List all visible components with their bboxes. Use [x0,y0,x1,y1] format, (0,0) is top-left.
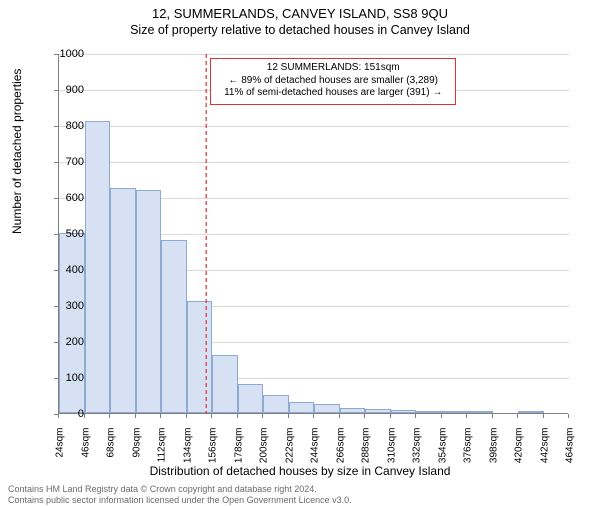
chart-title-main: 12, SUMMERLANDS, CANVEY ISLAND, SS8 9QU [0,6,600,21]
x-tick-label: 376sqm [463,428,474,472]
x-tick-mark [339,414,340,418]
x-tick-mark [313,414,314,418]
x-tick-label: 68sqm [106,428,117,472]
x-tick-label: 156sqm [208,428,219,472]
x-tick-mark [492,414,493,418]
x-tick-mark [415,414,416,418]
x-tick-mark [288,414,289,418]
annotation-line: ← 89% of detached houses are smaller (3,… [217,75,449,88]
x-tick-label: 244sqm [310,428,321,472]
y-tick-label: 600 [44,192,84,204]
x-tick-mark [364,414,365,418]
y-tick-mark [54,234,58,235]
y-tick-mark [54,342,58,343]
y-tick-mark [54,306,58,307]
footer-line-2: Contains public sector information licen… [8,495,352,506]
y-tick-label: 900 [44,84,84,96]
x-tick-label: 398sqm [488,428,499,472]
x-tick-label: 46sqm [80,428,91,472]
y-axis-label: Number of detached properties [10,69,24,234]
x-tick-mark [186,414,187,418]
annotation-box: 12 SUMMERLANDS: 151sqm← 89% of detached … [210,58,456,105]
x-tick-mark [84,414,85,418]
chart-container: { "title_main": "12, SUMMERLANDS, CANVEY… [0,6,600,506]
plot-area: 12 SUMMERLANDS: 151sqm← 89% of detached … [58,54,568,414]
x-tick-mark [390,414,391,418]
x-tick-label: 310sqm [386,428,397,472]
x-tick-label: 442sqm [539,428,550,472]
y-tick-label: 800 [44,120,84,132]
x-tick-label: 354sqm [437,428,448,472]
y-tick-label: 200 [44,336,84,348]
x-tick-mark [441,414,442,418]
y-tick-label: 400 [44,264,84,276]
y-tick-mark [54,378,58,379]
x-tick-label: 24sqm [55,428,66,472]
y-tick-label: 100 [44,372,84,384]
y-tick-label: 0 [44,408,84,420]
x-tick-label: 112sqm [157,428,168,472]
y-tick-label: 700 [44,156,84,168]
x-tick-mark [517,414,518,418]
reference-line [59,54,569,414]
x-tick-label: 134sqm [182,428,193,472]
y-tick-mark [54,162,58,163]
x-tick-mark [262,414,263,418]
x-tick-mark [109,414,110,418]
annotation-line: 11% of semi-detached houses are larger (… [217,87,449,100]
x-tick-label: 332sqm [412,428,423,472]
y-tick-label: 500 [44,228,84,240]
x-tick-label: 90sqm [131,428,142,472]
y-tick-mark [54,270,58,271]
x-tick-label: 464sqm [565,428,576,472]
y-tick-mark [54,54,58,55]
annotation-line: 12 SUMMERLANDS: 151sqm [217,62,449,75]
y-tick-mark [54,90,58,91]
x-tick-mark [543,414,544,418]
x-tick-label: 266sqm [335,428,346,472]
y-tick-mark [54,198,58,199]
x-tick-label: 222sqm [284,428,295,472]
x-tick-label: 200sqm [259,428,270,472]
x-tick-label: 420sqm [514,428,525,472]
x-tick-mark [466,414,467,418]
x-tick-mark [211,414,212,418]
x-tick-mark [237,414,238,418]
y-tick-label: 1000 [44,48,84,60]
footer-line-1: Contains HM Land Registry data © Crown c… [8,484,317,495]
chart-title-sub: Size of property relative to detached ho… [0,23,600,37]
y-tick-label: 300 [44,300,84,312]
x-tick-mark [568,414,569,418]
y-tick-mark [54,126,58,127]
x-tick-mark [58,414,59,418]
x-tick-mark [135,414,136,418]
x-tick-label: 288sqm [361,428,372,472]
x-tick-mark [160,414,161,418]
x-tick-label: 178sqm [233,428,244,472]
